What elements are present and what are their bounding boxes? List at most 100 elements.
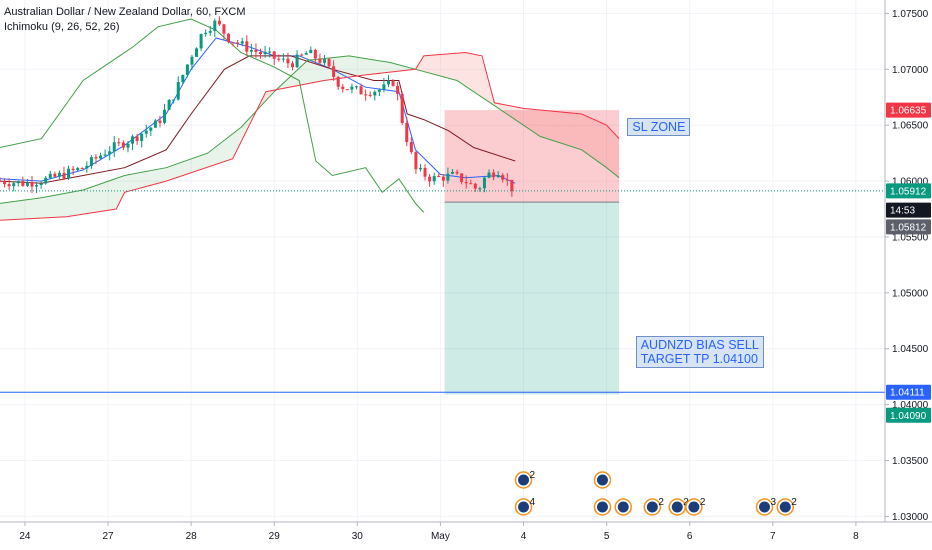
candle-body[interactable] [368,94,372,96]
candle-body[interactable] [16,181,20,184]
candle-body[interactable] [190,56,194,65]
candle-body[interactable] [455,171,459,174]
candle-body[interactable] [446,173,450,181]
candle-body[interactable] [277,58,281,60]
candle-body[interactable] [245,41,249,52]
candle-body[interactable] [67,168,71,179]
candle-body[interactable] [364,94,368,96]
candle-body[interactable] [281,58,285,60]
candle-body[interactable] [323,59,326,63]
candle-body[interactable] [126,143,130,148]
candle-body[interactable] [85,165,89,169]
candle-body[interactable] [0,181,2,183]
price-tag[interactable] [886,183,931,199]
candle-body[interactable] [240,41,244,44]
candle-body[interactable] [291,63,295,68]
candle-body[interactable] [332,66,336,77]
candle-body[interactable] [423,167,427,177]
candle-body[interactable] [295,54,299,68]
candle-body[interactable] [80,167,84,169]
candle-body[interactable] [505,179,509,181]
indicator-legend[interactable]: Ichimoku (9, 26, 52, 26) [4,21,120,33]
candle-body[interactable] [345,89,349,91]
candle-body[interactable] [48,173,52,178]
candle-body[interactable] [318,58,322,63]
candle-body[interactable] [386,80,390,85]
candle-body[interactable] [309,49,313,54]
candle-body[interactable] [176,82,180,100]
candle-body[interactable] [428,176,432,182]
candle-body[interactable] [450,171,454,174]
candle-body[interactable] [377,89,381,92]
candle-body[interactable] [501,175,505,180]
candle-body[interactable] [286,58,290,64]
candle-body[interactable] [153,120,157,128]
candle-body[interactable] [432,176,436,182]
candle-body[interactable] [89,157,93,166]
candle-body[interactable] [213,20,217,31]
candle-body[interactable] [313,49,317,59]
candle-body[interactable] [268,51,272,53]
candle-body[interactable] [35,185,39,187]
candle-body[interactable] [350,86,354,90]
candle-body[interactable] [135,136,139,141]
target-note[interactable]: AUDNZD BIAS SELL TARGET TP 1.04100 [635,336,764,369]
candle-body[interactable] [53,173,57,177]
candle-body[interactable] [112,142,116,152]
candle-body[interactable] [437,176,441,178]
price-axis[interactable] [885,0,932,550]
candle-body[interactable] [149,127,153,131]
candle-body[interactable] [103,154,107,156]
candle-body[interactable] [131,136,135,144]
candle-body[interactable] [7,184,11,187]
candle-body[interactable] [163,109,167,123]
candle-body[interactable] [172,99,176,101]
price-tag[interactable] [886,219,931,235]
candle-body[interactable] [373,91,377,96]
candle-body[interactable] [327,59,331,67]
ichimoku-base-line[interactable] [0,55,516,184]
candle-body[interactable] [12,183,16,187]
price-tag[interactable] [886,102,931,118]
ichimoku-lead_a-line[interactable] [0,55,620,204]
ichimoku-lagging-line[interactable] [0,18,425,213]
candle-body[interactable] [249,49,253,52]
candle-body[interactable] [405,122,409,143]
candle-body[interactable] [336,76,340,87]
candle-body[interactable] [30,182,34,187]
candle-body[interactable] [259,51,263,55]
candle-body[interactable] [478,188,482,190]
candle-body[interactable] [181,74,185,83]
candle-body[interactable] [21,181,25,186]
candle-body[interactable] [222,24,226,34]
candle-body[interactable] [354,86,358,88]
candle-body[interactable] [341,86,345,90]
candle-body[interactable] [121,142,125,148]
candle-body[interactable] [382,84,386,90]
take-profit-zone[interactable] [444,202,620,395]
price-tag[interactable] [886,384,931,400]
candle-body[interactable] [263,51,267,55]
candle-body[interactable] [208,30,212,33]
candle-body[interactable] [185,64,189,75]
candle-body[interactable] [108,151,112,155]
candle-body[interactable] [227,33,231,43]
candle-body[interactable] [158,120,162,123]
candle-body[interactable] [236,42,240,44]
candle-body[interactable] [409,142,413,153]
candle-body[interactable] [272,51,276,59]
price-tag[interactable] [886,202,931,218]
candle-body[interactable] [492,172,496,178]
candle-body[interactable] [117,142,121,144]
candle-body[interactable] [254,49,258,52]
candle-body[interactable] [460,173,464,182]
candle-body[interactable] [39,183,43,186]
price-tag[interactable] [886,407,931,423]
candle-body[interactable] [217,20,221,25]
candle-body[interactable] [300,54,304,56]
candle-body[interactable] [44,177,48,184]
candle-body[interactable] [144,130,148,134]
candle-body[interactable] [195,48,199,57]
symbol-title[interactable]: Australian Dollar / New Zealand Dollar, … [4,6,246,18]
